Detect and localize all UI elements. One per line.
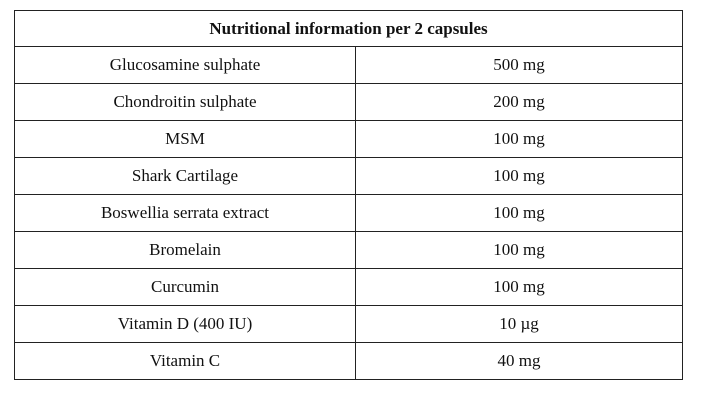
table-header-row: Nutritional information per 2 capsules <box>14 10 683 47</box>
table-row: Vitamin D (400 IU) 10 µg <box>14 305 683 343</box>
table-row: Shark Cartilage 100 mg <box>14 157 683 195</box>
nutrient-name: Shark Cartilage <box>14 157 356 195</box>
nutrient-name: Boswellia serrata extract <box>14 194 356 232</box>
table-row: Curcumin 100 mg <box>14 268 683 306</box>
table-row: Boswellia serrata extract 100 mg <box>14 194 683 232</box>
table-row: Chondroitin sulphate 200 mg <box>14 83 683 121</box>
nutrition-table: Nutritional information per 2 capsules G… <box>14 10 683 380</box>
nutrient-name: Vitamin C <box>14 342 356 380</box>
nutrient-amount: 100 mg <box>355 120 683 158</box>
nutrient-amount: 40 mg <box>355 342 683 380</box>
table-row: Glucosamine sulphate 500 mg <box>14 46 683 84</box>
nutrient-amount: 100 mg <box>355 231 683 269</box>
nutrient-name: MSM <box>14 120 356 158</box>
nutrient-amount: 100 mg <box>355 268 683 306</box>
table-row: MSM 100 mg <box>14 120 683 158</box>
table-row: Vitamin C 40 mg <box>14 342 683 380</box>
nutrient-name: Curcumin <box>14 268 356 306</box>
nutrient-amount: 500 mg <box>355 46 683 84</box>
nutrient-amount: 100 mg <box>355 194 683 232</box>
table-title: Nutritional information per 2 capsules <box>14 10 683 47</box>
nutrient-name: Chondroitin sulphate <box>14 83 356 121</box>
nutrient-amount: 100 mg <box>355 157 683 195</box>
nutrient-amount: 200 mg <box>355 83 683 121</box>
nutrient-name: Glucosamine sulphate <box>14 46 356 84</box>
table-row: Bromelain 100 mg <box>14 231 683 269</box>
nutrient-amount: 10 µg <box>355 305 683 343</box>
nutrient-name: Bromelain <box>14 231 356 269</box>
nutrient-name: Vitamin D (400 IU) <box>14 305 356 343</box>
